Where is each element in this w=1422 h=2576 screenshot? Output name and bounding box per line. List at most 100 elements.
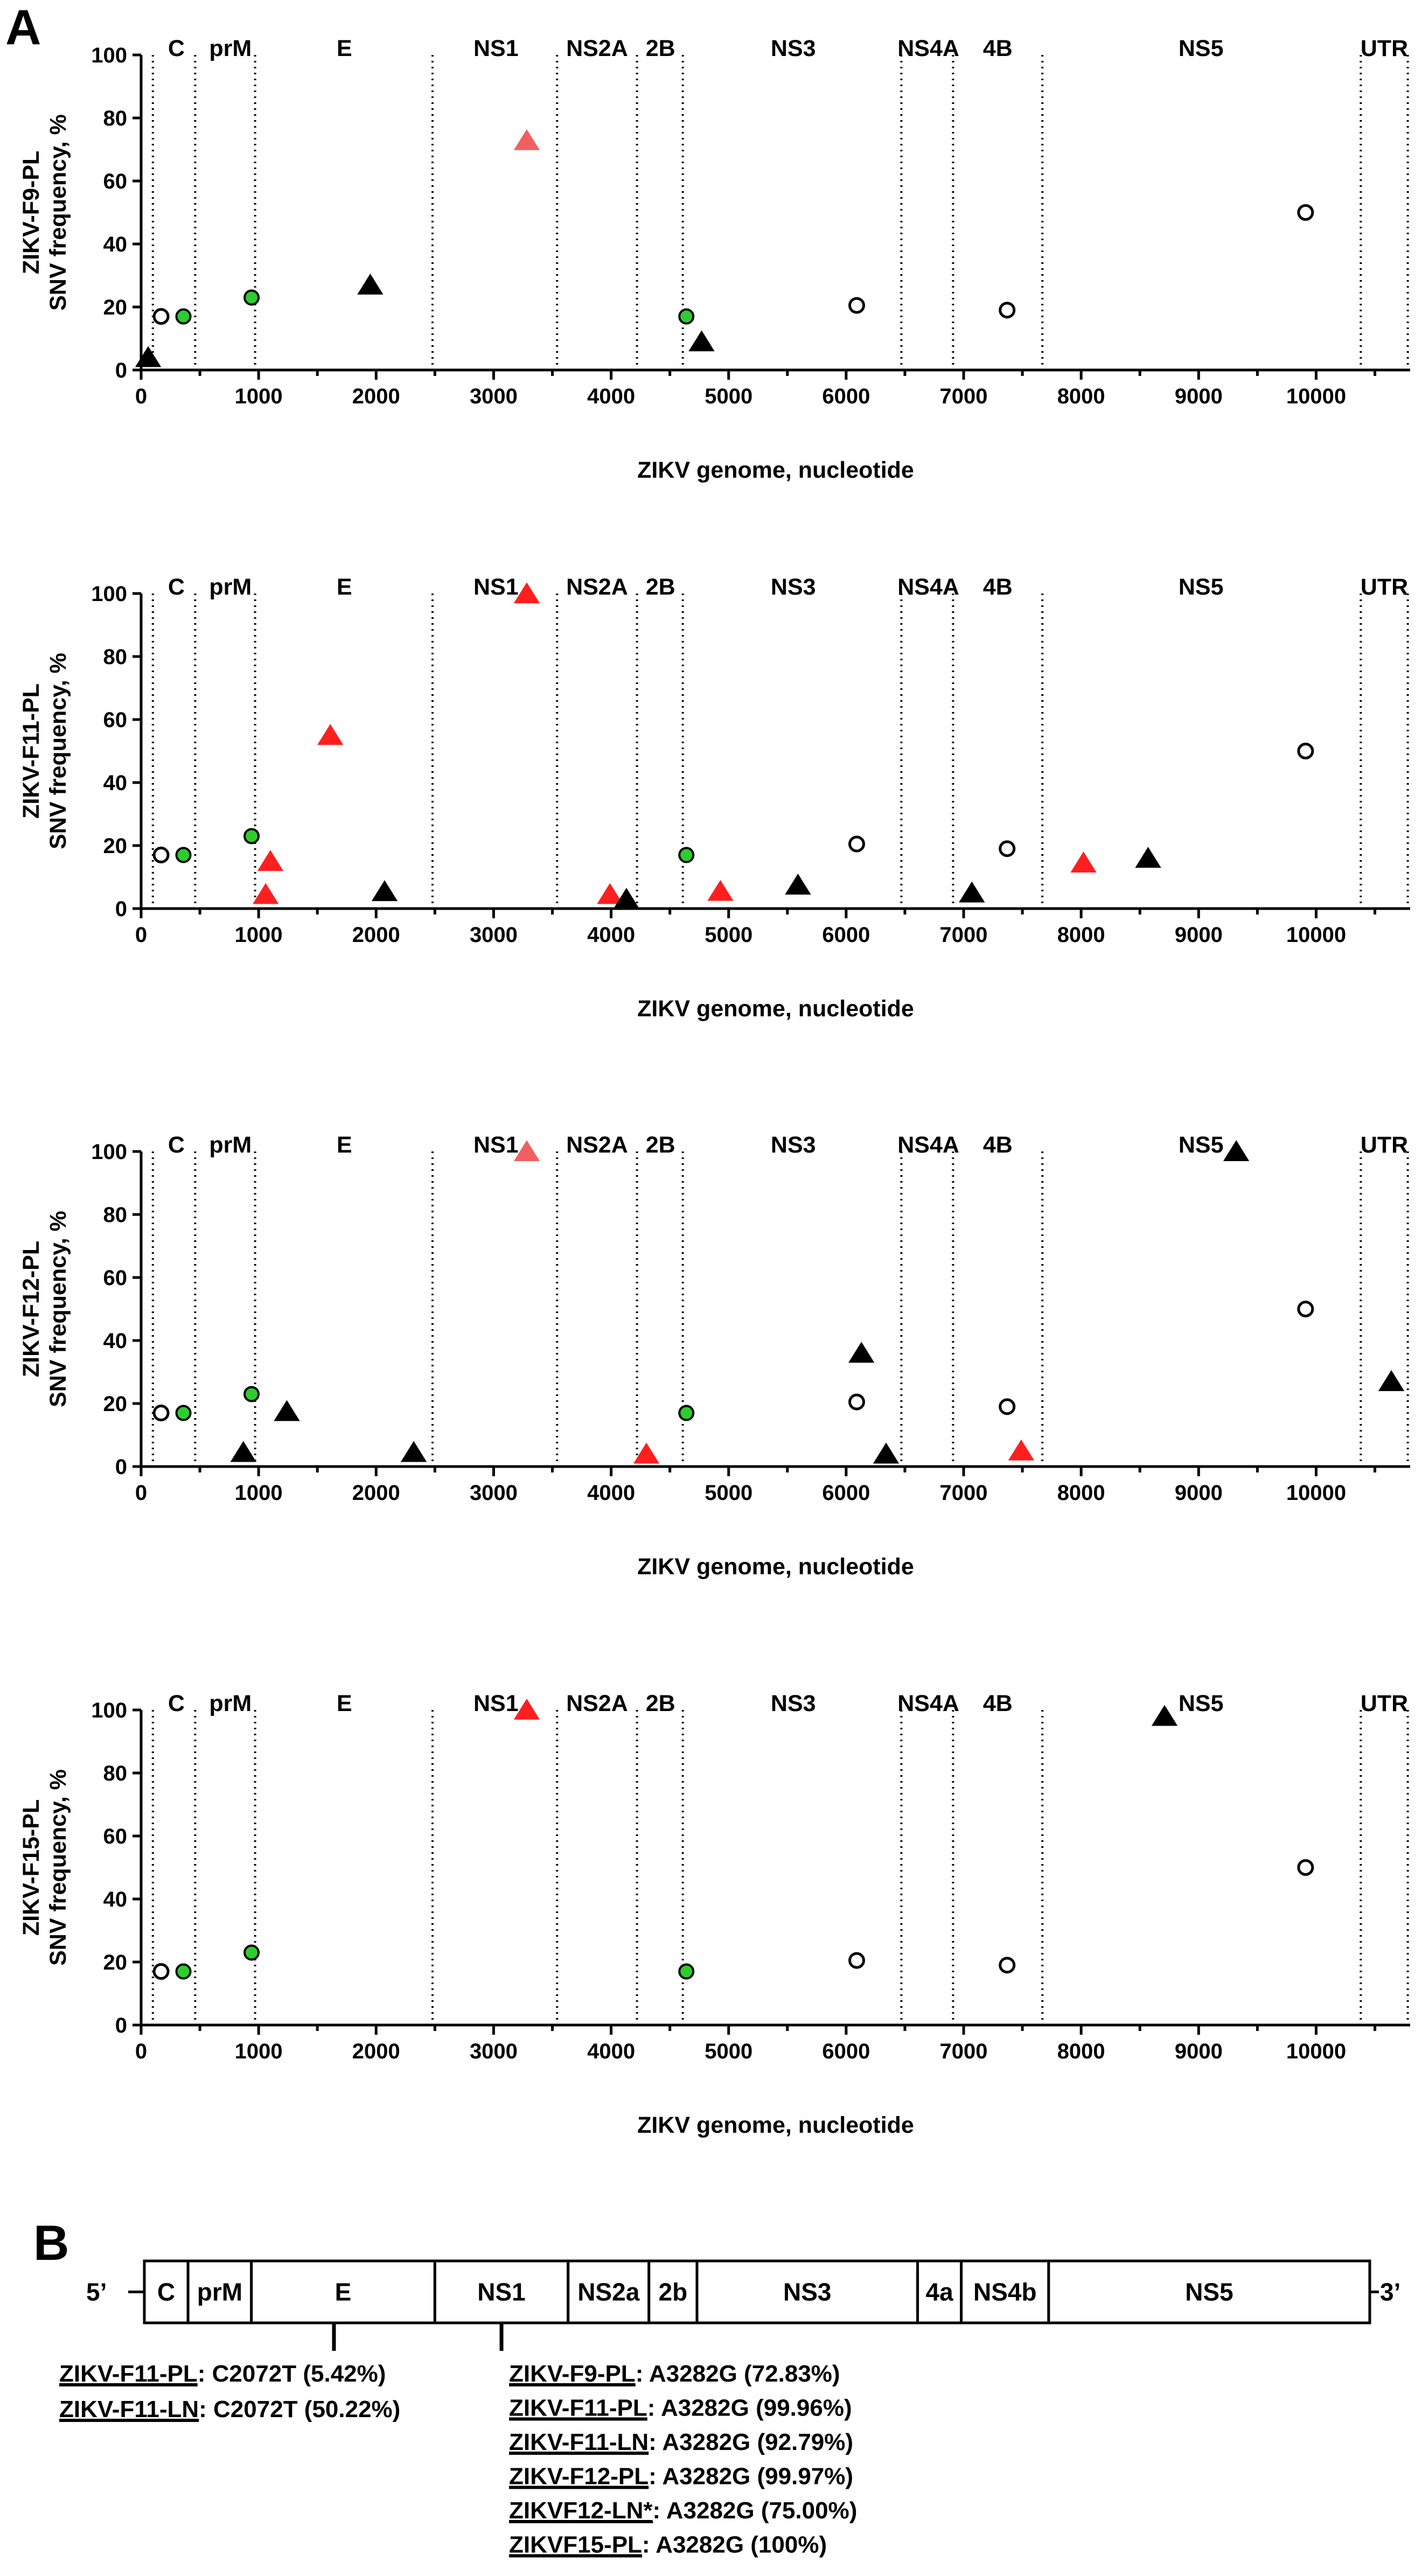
genome-segment-label: NS3 — [783, 2278, 831, 2306]
genome-segment-label: C — [157, 2278, 175, 2306]
region-label: NS3 — [771, 574, 816, 600]
y-tick-label: 20 — [103, 1951, 128, 1974]
y-axis-title-measure: SNV frequency, % — [45, 1769, 71, 1966]
x-tick-label: 6000 — [822, 385, 870, 408]
region-label: NS5 — [1179, 36, 1224, 61]
region-label: prM — [209, 1132, 252, 1158]
genome-segment-label: NS4b — [973, 2278, 1037, 2306]
genome-segment — [186, 2259, 253, 2324]
x-tick-label: 4000 — [587, 923, 635, 947]
data-point-open-circle — [999, 840, 1016, 857]
data-point-triangle — [274, 1400, 300, 1421]
data-point-circle — [175, 1405, 192, 1421]
data-point-triangle — [613, 888, 640, 909]
region-label: E — [337, 574, 352, 600]
annotation-ns1-mutation: ZIKV-F9-PL: A3282G (72.83%) — [509, 2361, 840, 2387]
y-tick-label: 100 — [91, 1699, 127, 1722]
data-point-open-circle — [152, 308, 170, 325]
x-tick-label: 9000 — [1175, 1481, 1223, 1505]
annotation-sample-name: ZIKVF12-LN* — [509, 2497, 653, 2524]
region-label: 2B — [646, 574, 675, 600]
annotation-e-mutation: ZIKV-F11-PL: C2072T (5.42%) — [59, 2361, 386, 2387]
y-tick-label: 60 — [103, 170, 128, 193]
region-label: NS3 — [771, 36, 816, 61]
region-label: prM — [209, 1691, 252, 1716]
region-label: NS1 — [473, 574, 519, 600]
x-tick-label: 1000 — [235, 385, 283, 408]
y-tick-label: 80 — [103, 107, 128, 130]
x-tick-label: 3000 — [470, 2040, 518, 2063]
x-tick-label: 3000 — [470, 385, 518, 408]
x-tick-label: 0 — [135, 923, 147, 947]
genome-segment-label: 4a — [926, 2278, 954, 2306]
region-label: NS5 — [1179, 1691, 1224, 1716]
data-point-triangle — [513, 1140, 540, 1162]
annotation-mutation: : A3282G (75.00%) — [652, 2497, 857, 2524]
region-label: NS4A — [897, 1691, 959, 1716]
x-tick-label: 7000 — [940, 385, 988, 408]
x-tick-label: 8000 — [1057, 923, 1105, 947]
x-axis-title: ZIKV genome, nucleotide — [637, 1554, 914, 1580]
y-tick-label: 20 — [103, 296, 128, 319]
x-tick-label: 3000 — [470, 1481, 518, 1505]
data-point-triangle — [1135, 847, 1161, 868]
data-point-circle — [678, 847, 695, 863]
x-tick-label: 1000 — [235, 1481, 283, 1505]
data-point-circle — [175, 1963, 192, 1980]
data-point-triangle — [1378, 1370, 1405, 1391]
x-tick-label: 10000 — [1286, 1481, 1346, 1505]
annotation-ns1-mutation: ZIKVF12-LN*: A3282G (75.00%) — [509, 2497, 857, 2524]
data-point-triangle — [135, 346, 162, 367]
x-tick-label: 2000 — [352, 385, 400, 408]
region-label: C — [168, 574, 185, 600]
annotation-mutation: : A3282G (92.79%) — [649, 2429, 853, 2455]
region-label: 2B — [646, 36, 675, 61]
annotation-mutation: : A3282G (100%) — [642, 2532, 827, 2558]
data-point-triangle — [317, 724, 344, 745]
y-tick-label: 0 — [115, 359, 127, 382]
y-tick-label: 60 — [103, 1266, 128, 1290]
x-tick-label: 3000 — [470, 923, 518, 947]
x-tick-label: 0 — [135, 2040, 147, 2063]
x-tick-label: 2000 — [352, 1481, 400, 1505]
annotation-sample-name: ZIKV-F11-PL — [59, 2361, 198, 2387]
y-tick-label: 100 — [91, 44, 127, 67]
data-point-open-circle — [152, 1405, 170, 1422]
annotation-sample-name: ZIKV-F11-LN — [59, 2396, 199, 2423]
data-point-triangle — [253, 883, 279, 904]
x-tick-label: 9000 — [1175, 2040, 1223, 2063]
region-label: 4B — [983, 1691, 1013, 1716]
data-point-triangle — [688, 330, 715, 352]
data-point-circle — [678, 1405, 695, 1421]
data-point-triangle — [513, 129, 540, 150]
y-axis-title-measure: SNV frequency, % — [45, 114, 71, 311]
x-axis-title: ZIKV genome, nucleotide — [637, 457, 914, 483]
x-tick-label: 8000 — [1057, 2040, 1105, 2063]
region-label: E — [337, 1691, 352, 1716]
data-point-triangle — [1070, 851, 1097, 873]
x-tick-label: 7000 — [940, 2040, 988, 2063]
annotation-sample-name: ZIKV-F12-PL — [509, 2463, 649, 2490]
data-point-triangle — [257, 850, 284, 871]
region-label: 4B — [983, 36, 1013, 61]
data-point-open-circle — [999, 302, 1016, 319]
y-axis-title-measure: SNV frequency, % — [45, 653, 71, 849]
data-point-circle — [243, 1944, 260, 1961]
genome-segment-label: prM — [197, 2278, 242, 2306]
x-tick-label: 5000 — [705, 923, 752, 947]
data-point-circle — [243, 1386, 260, 1402]
data-point-triangle — [513, 1699, 540, 1720]
x-tick-label: 1000 — [235, 2040, 283, 2063]
region-label: NS5 — [1179, 1132, 1224, 1158]
y-tick-label: 40 — [103, 771, 128, 795]
data-point-triangle — [848, 1342, 875, 1363]
data-point-triangle — [357, 274, 384, 295]
data-point-triangle — [230, 1441, 256, 1462]
y-tick-label: 40 — [103, 233, 128, 256]
y-axis-title-sample: ZIKV-F11-PL — [18, 683, 44, 819]
three-prime-label: 3’ — [1380, 2278, 1400, 2306]
data-point-open-circle — [1297, 204, 1314, 221]
x-tick-label: 5000 — [705, 1481, 752, 1505]
